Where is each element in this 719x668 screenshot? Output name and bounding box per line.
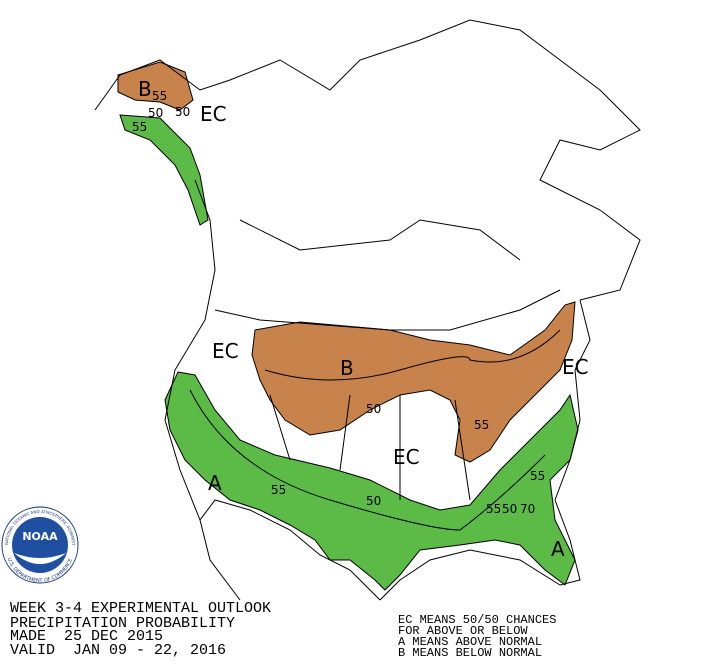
- above-region: [164, 371, 579, 591]
- contour-label: 50: [502, 502, 517, 516]
- footer-legend: A MEANS ABOVE NORMAL: [398, 635, 542, 649]
- region-label: A: [551, 537, 565, 561]
- contour-label: 55: [486, 502, 501, 516]
- contour-label: 55: [474, 418, 489, 432]
- below-region: [117, 61, 194, 111]
- contour-label: 55: [132, 120, 147, 134]
- contour-label: 50: [148, 106, 163, 120]
- region-label: EC: [393, 445, 420, 469]
- region-label: EC: [212, 339, 239, 363]
- contour-label: 70: [520, 502, 535, 516]
- coastlines: [94, 19, 641, 601]
- contour-label: 55: [271, 483, 286, 497]
- below-region: [251, 301, 576, 463]
- region-label: A: [208, 471, 222, 495]
- footer-legend: EC MEANS 50/50 CHANCES: [398, 613, 556, 627]
- contour-label: 50: [366, 494, 381, 508]
- contour-line: [264, 329, 561, 381]
- footer-legend: B MEANS BELOW NORMAL: [398, 646, 542, 660]
- contour-label: 50: [366, 402, 381, 416]
- contour-label: 55: [152, 89, 167, 103]
- region-label: EC: [562, 355, 589, 379]
- region-label: B: [138, 77, 152, 101]
- footer-title: PRECIPITATION PROBABILITY: [10, 615, 235, 632]
- footer-title: WEEK 3-4 EXPERIMENTAL OUTLOOK: [10, 600, 271, 617]
- above-region: [119, 114, 209, 226]
- footer-title: MADE 25 DEC 2015: [10, 628, 163, 645]
- contour-line: [189, 389, 546, 531]
- footer-legend: FOR ABOVE OR BELOW: [398, 624, 528, 638]
- logo-name: NOAA: [22, 530, 58, 543]
- region-label: EC: [200, 102, 227, 126]
- contour-label: 55: [530, 469, 545, 483]
- footer-title: VALID JAN 09 - 22, 2016: [10, 642, 226, 659]
- contour-label: 50: [175, 105, 190, 119]
- region-label: B: [340, 356, 354, 380]
